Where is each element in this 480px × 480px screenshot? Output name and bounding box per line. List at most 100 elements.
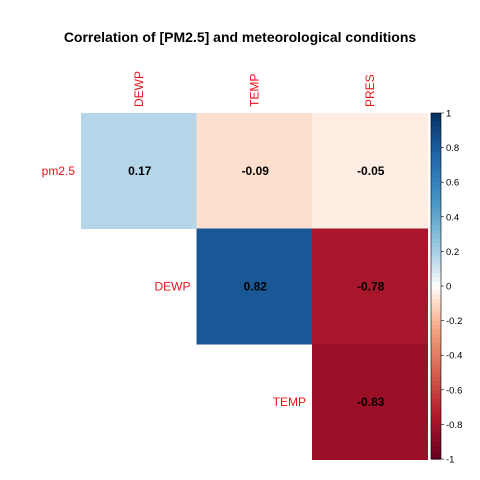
colorbar-tick-label: -0.6 xyxy=(446,385,462,396)
colorbar-segment xyxy=(431,355,441,361)
colorbar-segment xyxy=(431,454,441,460)
colorbar-segment xyxy=(431,199,441,205)
colorbar-segment xyxy=(431,117,441,123)
colorbar-segment xyxy=(431,186,441,192)
colorbar-segment xyxy=(431,411,441,417)
colorbar-segment xyxy=(431,329,441,335)
colorbar-segment xyxy=(431,385,441,391)
colorbar-segment xyxy=(431,389,441,395)
column-label: DEWP xyxy=(132,71,146,107)
colorbar-segment xyxy=(431,177,441,183)
colorbar-segment xyxy=(431,173,441,179)
colorbar-tick-label: -1 xyxy=(446,455,454,466)
colorbar-segment xyxy=(431,428,441,434)
colorbar-segment xyxy=(431,363,441,369)
colorbar-segment xyxy=(431,225,441,231)
colorbar-segment xyxy=(431,212,441,218)
chart-title: Correlation of [PM2.5] and meteorologica… xyxy=(64,29,417,45)
colorbar-segment xyxy=(431,234,441,240)
colorbar-segment xyxy=(431,221,441,227)
colorbar-segment xyxy=(431,113,441,118)
colorbar-segment xyxy=(431,138,441,144)
cell-value-label: 0.17 xyxy=(128,164,152,178)
colorbar-segment xyxy=(431,346,441,352)
colorbar-segment xyxy=(431,433,441,438)
colorbar-segment xyxy=(431,160,441,166)
colorbar-segment xyxy=(431,238,441,244)
colorbar-segment xyxy=(431,290,441,296)
colorbar-segment xyxy=(431,294,441,300)
colorbar-segment xyxy=(431,311,441,317)
colorbar-segment xyxy=(431,260,441,265)
colorbar-segment xyxy=(431,169,441,175)
column-labels: DEWP TEMP PRES xyxy=(132,71,377,107)
colorbar-segment xyxy=(431,320,441,326)
colorbar-tick-label: 0.6 xyxy=(446,178,459,189)
colorbar-segment xyxy=(431,298,441,304)
cell-value-label: -0.05 xyxy=(357,164,385,178)
colorbar-segment xyxy=(431,398,441,404)
colorbar: 1 0.8 0.6 0.4 0.2 0 -0.2 -0.4 -0.6 -0.8 -1 xyxy=(430,109,462,466)
colorbar-tick-label: -0.8 xyxy=(446,420,462,431)
colorbar-segment xyxy=(431,216,441,222)
colorbar-segment xyxy=(431,446,441,451)
colorbar-tick-label: 0.2 xyxy=(446,247,459,258)
heatmap-cell xyxy=(196,228,313,345)
heatmap-cell xyxy=(81,113,197,229)
colorbar-segment xyxy=(431,286,441,291)
colorbar-tick-label: 1 xyxy=(446,109,451,120)
colorbar-segment xyxy=(431,134,441,140)
colorbar-segment xyxy=(431,372,441,378)
colorbar-segment xyxy=(431,307,441,313)
colorbar-segment xyxy=(431,156,441,162)
colorbar-segment xyxy=(431,229,441,235)
colorbar-segment xyxy=(431,376,441,382)
colorbar-segment xyxy=(431,190,441,196)
colorbar-segment xyxy=(431,450,441,456)
colorbar-segment xyxy=(431,337,441,343)
colorbar-segment xyxy=(431,324,441,330)
colorbar-segment xyxy=(431,415,441,421)
colorbar-segment xyxy=(431,303,441,309)
heatmap-cell xyxy=(196,113,313,229)
colorbar-tick-label: 0 xyxy=(446,282,451,293)
row-label: DEWP xyxy=(155,279,191,293)
heatmap-cell xyxy=(312,113,428,229)
colorbar-segment xyxy=(431,420,441,425)
colorbar-tick-label: 0.8 xyxy=(446,143,459,154)
colorbar-segment xyxy=(431,247,441,252)
column-label: PRES xyxy=(363,74,377,107)
colorbar-segment xyxy=(431,359,441,365)
colorbar-segment xyxy=(431,251,441,257)
colorbar-segment xyxy=(431,182,441,188)
heatmap-cell xyxy=(312,228,428,345)
cell-value-label: 0.82 xyxy=(244,279,268,293)
row-labels: pm2.5 DEWP TEMP xyxy=(42,164,306,409)
colorbar-segment xyxy=(431,407,441,413)
row-label: pm2.5 xyxy=(42,164,76,178)
colorbar-segment xyxy=(431,195,441,201)
colorbar-segment xyxy=(431,316,441,322)
colorbar-segment xyxy=(431,333,441,339)
colorbar-segment xyxy=(431,208,441,214)
colorbar-segment xyxy=(431,424,441,430)
cell-value-label: -0.78 xyxy=(357,279,385,293)
colorbar-segment xyxy=(431,151,441,157)
colorbar-tick-label: -0.2 xyxy=(446,316,462,327)
cell-value-label: -0.83 xyxy=(357,395,385,409)
colorbar-segment xyxy=(431,350,441,356)
colorbar-segment xyxy=(431,342,441,348)
colorbar-segment xyxy=(431,381,441,387)
colorbar-segment xyxy=(431,441,441,447)
colorbar-segment xyxy=(431,268,441,274)
colorbar-segment xyxy=(431,281,441,287)
colorbar-tick-label: 0.4 xyxy=(446,212,459,223)
colorbar-segment xyxy=(431,273,441,278)
colorbar-segment xyxy=(431,277,441,283)
cell-value-label: -0.09 xyxy=(242,164,270,178)
colorbar-segment xyxy=(431,368,441,374)
colorbar-segment xyxy=(431,264,441,270)
colorbar-segment xyxy=(431,402,441,408)
colorbar-segment xyxy=(431,164,441,170)
